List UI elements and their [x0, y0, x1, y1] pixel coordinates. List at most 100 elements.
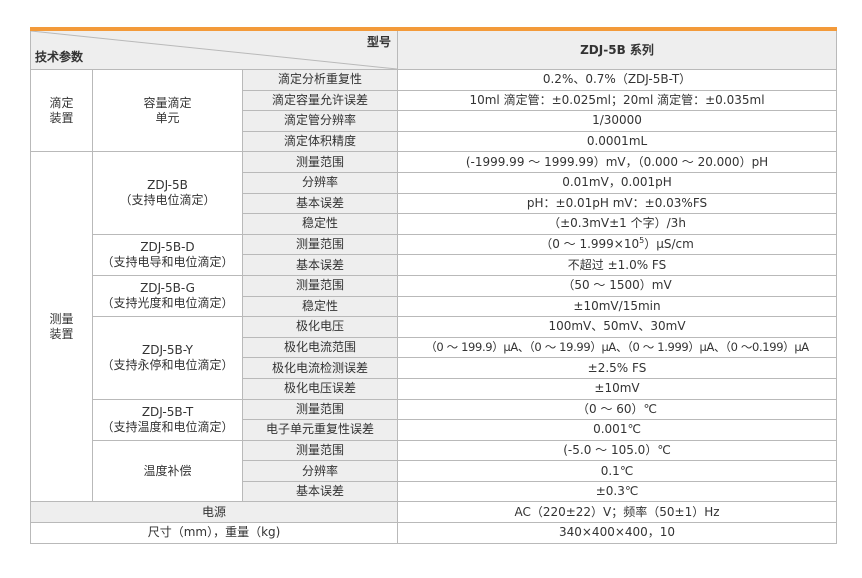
- measurement-device-cell: 测量 装置: [30, 151, 93, 503]
- table-row: 测量 装置 ZDJ-5B （支持电位滴定） 测量范围 (-1999.99 ～ 199…: [30, 151, 838, 503]
- param-label: 测量范围: [241, 233, 399, 256]
- param-label: 分辨率: [241, 171, 399, 194]
- param-label: 电子单元重复性误差: [241, 419, 399, 441]
- model-desc: （支持永停和电位滴定）: [101, 357, 234, 372]
- header-param-label: 技术参数: [35, 50, 84, 64]
- param-value: 0.001℃: [397, 419, 838, 441]
- table-row: ZDJ-5B-T （支持温度和电位滴定） 测量范围 （0 ～ 60）℃: [31, 398, 838, 441]
- model-desc: （支持温度和电位滴定）: [101, 419, 234, 434]
- table-row: 滴定管分辨率 1/30000: [31, 110, 838, 132]
- param-label: 基本误差: [241, 254, 399, 276]
- size-value: 340×400×400，10: [397, 522, 838, 544]
- table-row: 滴定容量允许误差 10ml 滴定管：±0.025ml；20ml 滴定管：±0.0…: [31, 89, 838, 112]
- titration-device-line2: 装置: [49, 110, 74, 125]
- param-label: 稳定性: [241, 213, 399, 235]
- table-row: 稳定性 ±10mV/15min: [31, 295, 838, 318]
- param-label: 极化电压: [241, 316, 399, 338]
- param-label: 测量范围: [241, 398, 399, 421]
- model-desc: （支持光度和电位滴定）: [101, 296, 234, 311]
- param-label: 稳定性: [241, 295, 399, 318]
- titration-device-line1: 滴定: [49, 95, 74, 110]
- model-desc: （支持电导和电位滴定）: [101, 254, 234, 269]
- model-name: ZDJ-5B-G: [140, 281, 195, 296]
- model-zdj5bg-cell: ZDJ-5B-G （支持光度和电位滴定）: [92, 274, 243, 318]
- temp-comp-cell: 温度补偿: [92, 439, 243, 503]
- table-row: 基本误差 不超过 ±1.0% FS: [31, 254, 838, 276]
- model-desc: （支持电位滴定）: [119, 193, 216, 208]
- header-corner-cell: 型号 技术参数: [29, 27, 399, 70]
- param-value: ±10mV/15min: [397, 295, 838, 318]
- param-label: 滴定分析重复性: [241, 69, 399, 91]
- header-model-label: 型号: [367, 35, 392, 49]
- param-value: 0.0001mL: [397, 130, 838, 153]
- param-label: 滴定体积精度: [241, 130, 399, 153]
- table-row: 稳定性 （±0.3mV±1 个字）/3h: [31, 213, 838, 235]
- titration-unit-line2: 单元: [155, 110, 180, 125]
- table-row: 滴定体积精度 0.0001mL: [31, 130, 838, 153]
- table-row: 极化电流范围 （0 ～ 199.9）μA、（0 ～ 19.99）μA、（0 ～ …: [31, 336, 838, 359]
- param-value: （0 ～ 199.9）μA、（0 ～ 19.99）μA、（0 ～ 1.999）μ…: [397, 336, 838, 359]
- model-name: ZDJ-5B-Y: [141, 342, 193, 357]
- titration-unit-line1: 容量滴定: [143, 95, 192, 110]
- header-series-label: ZDJ-5B 系列: [397, 27, 838, 70]
- power-label: 电源: [29, 501, 399, 524]
- param-value: pH：±0.01pH mV：±0.03%FS: [397, 192, 838, 215]
- param-label: 滴定管分辨率: [241, 110, 399, 132]
- param-value: (-5.0 ～ 105.0）℃: [397, 439, 838, 462]
- size-label: 尺寸（mm），重量（kg): [29, 522, 399, 544]
- value-part: （0 ～ 1.999×10: [540, 237, 640, 252]
- param-value: 0.2%、0.7%（ZDJ-5B-T）: [397, 69, 838, 91]
- param-label: 基本误差: [241, 480, 399, 503]
- table-row: ZDJ-5B-Y （支持永停和电位滴定） 极化电压 100mV、50mV、30mV: [31, 316, 838, 400]
- param-label: 极化电流检测误差: [241, 357, 399, 379]
- param-label: 极化电流范围: [241, 336, 399, 359]
- model-name: ZDJ-5B-T: [141, 404, 194, 419]
- titration-device-cell: 滴定 装置: [30, 68, 93, 153]
- param-label: 分辨率: [241, 460, 399, 482]
- power-value: AC（220±22）V；频率（50±1）Hz: [397, 501, 838, 524]
- param-value: 不超过 ±1.0% FS: [397, 254, 838, 276]
- table-row: 分辨率 0.1℃: [31, 460, 838, 482]
- param-label: 基本误差: [241, 192, 399, 215]
- titration-unit-cell: 容量滴定 单元: [92, 68, 243, 153]
- table-row: 尺寸（mm），重量（kg) 340×400×400，10: [29, 522, 838, 544]
- param-value: (-1999.99 ～ 1999.99）mV，（0.000 ～ 20.000）p…: [397, 151, 838, 173]
- param-value: 0.01mV，0.001pH: [397, 171, 838, 194]
- table-row: 极化电压误差 ±10mV: [31, 377, 838, 400]
- model-zdj5bt-cell: ZDJ-5B-T （支持温度和电位滴定）: [92, 398, 243, 441]
- value-part: ）μS/cm: [644, 237, 694, 252]
- model-zdj5b-cell: ZDJ-5B （支持电位滴定）: [92, 151, 243, 235]
- value-exponent: 5: [639, 236, 645, 246]
- param-value: ±0.3℃: [397, 480, 838, 503]
- diagonal-divider: [44, 32, 397, 69]
- measurement-device-line1: 测量: [49, 311, 74, 326]
- model-zdj5by-cell: ZDJ-5B-Y （支持永停和电位滴定）: [92, 316, 243, 400]
- param-label: 滴定容量允许误差: [241, 89, 399, 112]
- param-value: 100mV、50mV、30mV: [397, 316, 838, 338]
- table-row: ZDJ-5B-D （支持电导和电位滴定） 测量范围 （0 ～ 1.999×105）…: [31, 233, 838, 276]
- table-row: 温度补偿 测量范围 (-5.0 ～ 105.0）℃: [31, 439, 838, 503]
- spec-table: 型号 技术参数 ZDJ-5B 系列 滴定 装置 容量滴定 单元 滴定分析重复性 0.…: [29, 27, 838, 544]
- table-header-row: 型号 技术参数 ZDJ-5B 系列: [29, 27, 838, 70]
- model-zdj5bd-cell: ZDJ-5B-D （支持电导和电位滴定）: [92, 233, 243, 276]
- param-value: ±2.5% FS: [397, 357, 838, 379]
- param-value: （0 ～ 60）℃: [397, 398, 838, 421]
- param-label: 测量范围: [241, 151, 399, 173]
- param-value: （50 ～ 1500）mV: [397, 274, 838, 297]
- table-row: ZDJ-5B-G （支持光度和电位滴定） 测量范围 （50 ～ 1500）mV: [31, 274, 838, 318]
- param-value: ±10mV: [397, 377, 838, 400]
- param-label: 极化电压误差: [241, 377, 399, 400]
- param-value: 10ml 滴定管：±0.025ml；20ml 滴定管：±0.035ml: [397, 89, 838, 112]
- table-row: 电源 AC（220±22）V；频率（50±1）Hz: [29, 501, 838, 524]
- table-row: 基本误差 pH：±0.01pH mV：±0.03%FS: [31, 192, 838, 215]
- model-name: ZDJ-5B: [147, 178, 188, 193]
- measurement-device-line2: 装置: [49, 326, 74, 341]
- param-value: 1/30000: [397, 110, 838, 132]
- table-row: 滴定 装置 容量滴定 单元 滴定分析重复性 0.2%、0.7%（ZDJ-5B-T）: [30, 68, 838, 153]
- param-label: 测量范围: [241, 274, 399, 297]
- table-row: 基本误差 ±0.3℃: [31, 480, 838, 503]
- param-value: 0.1℃: [397, 460, 838, 482]
- param-label: 测量范围: [241, 439, 399, 462]
- param-value: （0 ～ 1.999×105）μS/cm: [397, 233, 838, 256]
